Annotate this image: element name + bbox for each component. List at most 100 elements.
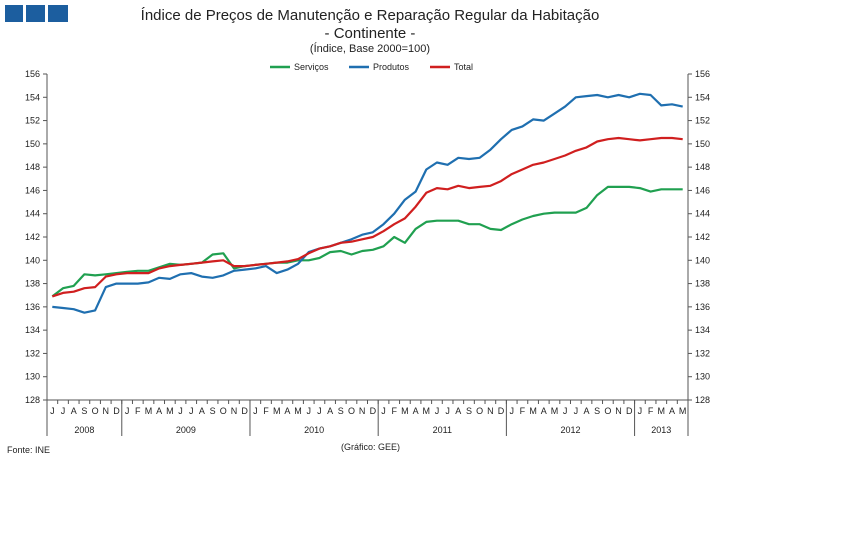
legend-label: Produtos bbox=[373, 62, 410, 72]
x-tick-label-month: A bbox=[541, 406, 547, 416]
logo-block-1 bbox=[5, 5, 23, 22]
x-tick-label-month: F bbox=[391, 406, 397, 416]
x-tick-label-month: A bbox=[156, 406, 162, 416]
x-tick-label-month: J bbox=[178, 406, 183, 416]
x-tick-label-month: J bbox=[435, 406, 440, 416]
chart-title-line1: Índice de Preços de Manutenção e Reparaç… bbox=[140, 7, 600, 24]
series-line-produtos bbox=[52, 92, 683, 314]
x-tick-label-month: M bbox=[679, 406, 687, 416]
chart-title-line2: - Continente - bbox=[324, 25, 416, 42]
y-tick-label-right: 128 bbox=[695, 395, 710, 405]
y-tick-label-right: 154 bbox=[695, 92, 710, 102]
y-tick-label-left: 140 bbox=[25, 255, 40, 265]
x-tick-label-month: M bbox=[145, 406, 153, 416]
y-tick-label-left: 138 bbox=[25, 279, 40, 289]
x-tick-label-month: J bbox=[317, 406, 322, 416]
x-tick-label-month: O bbox=[476, 406, 483, 416]
x-tick-label-month: S bbox=[466, 406, 472, 416]
x-tick-label-month: J bbox=[253, 406, 258, 416]
x-year-label: 2009 bbox=[176, 425, 196, 435]
y-tick-label-left: 154 bbox=[25, 92, 40, 102]
y-tick-label-left: 146 bbox=[25, 185, 40, 195]
x-tick-label-month: A bbox=[413, 406, 419, 416]
source-label: Fonte: INE bbox=[7, 445, 51, 455]
y-tick-label-right: 146 bbox=[695, 185, 710, 195]
legend-label: Serviços bbox=[294, 62, 329, 72]
x-tick-label-month: F bbox=[520, 406, 526, 416]
chart-subtitle: (Índice, Base 2000=100) bbox=[309, 43, 431, 55]
y-tick-label-right: 134 bbox=[695, 325, 710, 335]
x-tick-label-month: J bbox=[638, 406, 643, 416]
x-tick-label-month: N bbox=[359, 406, 366, 416]
x-tick-label-month: O bbox=[220, 406, 227, 416]
logo-block-2 bbox=[26, 5, 45, 22]
x-tick-label-month: N bbox=[615, 406, 622, 416]
x-tick-label-month: J bbox=[189, 406, 194, 416]
y-tick-label-right: 144 bbox=[695, 209, 710, 219]
y-tick-label-left: 134 bbox=[25, 325, 40, 335]
x-tick-label-month: J bbox=[574, 406, 579, 416]
x-tick-label-month: N bbox=[487, 406, 494, 416]
y-tick-label-left: 150 bbox=[25, 139, 40, 149]
x-tick-label-month: F bbox=[263, 406, 269, 416]
x-tick-label-month: J bbox=[509, 406, 514, 416]
x-tick-label-month: O bbox=[348, 406, 355, 416]
x-tick-label-month: J bbox=[445, 406, 450, 416]
y-tick-label-right: 148 bbox=[695, 162, 710, 172]
y-tick-label-right: 152 bbox=[695, 116, 710, 126]
y-tick-label-right: 136 bbox=[695, 302, 710, 312]
y-tick-label-left: 130 bbox=[25, 372, 40, 382]
x-tick-label-month: M bbox=[294, 406, 302, 416]
legend-label: Total bbox=[454, 62, 473, 72]
x-year-label: 2011 bbox=[433, 425, 452, 435]
y-tick-label-right: 150 bbox=[695, 139, 710, 149]
x-tick-label-month: O bbox=[92, 406, 99, 416]
y-tick-label-left: 148 bbox=[25, 162, 40, 172]
logo-block-3 bbox=[48, 5, 68, 22]
x-tick-label-month: O bbox=[604, 406, 611, 416]
x-tick-label-month: D bbox=[498, 406, 505, 416]
chart-credit: (Gráfico: GEE) bbox=[341, 442, 401, 452]
x-tick-label-month: S bbox=[594, 406, 600, 416]
x-tick-label-month: M bbox=[423, 406, 431, 416]
y-tick-label-left: 142 bbox=[25, 232, 40, 242]
x-year-label: 2012 bbox=[560, 425, 580, 435]
x-tick-label-month: N bbox=[103, 406, 110, 416]
y-tick-label-right: 130 bbox=[695, 372, 710, 382]
x-tick-label-month: M bbox=[551, 406, 559, 416]
x-tick-label-month: F bbox=[135, 406, 141, 416]
y-tick-label-right: 142 bbox=[695, 232, 710, 242]
x-tick-label-month: J bbox=[125, 406, 130, 416]
series-line-servicos bbox=[51, 185, 683, 298]
x-tick-label-month: S bbox=[338, 406, 344, 416]
y-tick-label-left: 136 bbox=[25, 302, 40, 312]
x-tick-label-month: D bbox=[241, 406, 248, 416]
x-tick-label-month: A bbox=[584, 406, 590, 416]
y-tick-label-left: 144 bbox=[25, 209, 40, 219]
y-tick-label-right: 140 bbox=[695, 255, 710, 265]
x-tick-label-month: A bbox=[669, 406, 675, 416]
y-tick-label-left: 156 bbox=[25, 69, 40, 79]
x-tick-label-month: M bbox=[529, 406, 537, 416]
x-tick-label-month: M bbox=[166, 406, 174, 416]
x-tick-label-month: S bbox=[81, 406, 87, 416]
y-tick-label-left: 128 bbox=[25, 395, 40, 405]
x-tick-label-month: A bbox=[71, 406, 77, 416]
y-tick-label-right: 132 bbox=[695, 348, 710, 358]
y-tick-label-left: 132 bbox=[25, 348, 40, 358]
x-tick-label-month: J bbox=[50, 406, 55, 416]
series-line-total bbox=[51, 136, 683, 298]
x-tick-label-month: A bbox=[284, 406, 290, 416]
x-tick-label-month: J bbox=[61, 406, 66, 416]
x-tick-label-month: S bbox=[210, 406, 216, 416]
x-tick-label-month: A bbox=[455, 406, 461, 416]
x-tick-label-month: A bbox=[199, 406, 205, 416]
x-tick-label-month: D bbox=[626, 406, 633, 416]
x-tick-label-month: J bbox=[381, 406, 386, 416]
x-tick-label-month: M bbox=[658, 406, 666, 416]
x-tick-label-month: J bbox=[563, 406, 568, 416]
x-year-label: 2013 bbox=[651, 425, 671, 435]
x-tick-label-month: M bbox=[273, 406, 281, 416]
x-year-label: 2010 bbox=[304, 425, 324, 435]
